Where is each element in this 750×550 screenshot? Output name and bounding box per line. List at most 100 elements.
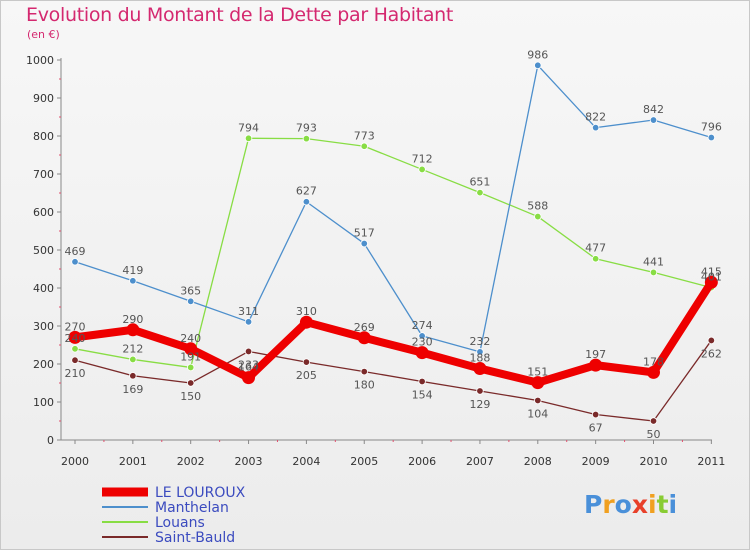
y-tick-label: 300 bbox=[33, 320, 54, 333]
data-point bbox=[649, 268, 658, 277]
data-point bbox=[476, 348, 484, 356]
data-point bbox=[418, 165, 426, 174]
data-point bbox=[244, 318, 253, 326]
data-label: 773 bbox=[354, 129, 375, 142]
y-tick-label: 900 bbox=[33, 92, 54, 105]
data-label: 311 bbox=[238, 305, 259, 318]
x-tick-label: 2000 bbox=[61, 455, 89, 468]
y-tick-label: 100 bbox=[33, 396, 54, 409]
x-tick-label: 2005 bbox=[350, 455, 378, 468]
data-point bbox=[531, 376, 545, 390]
data-point bbox=[302, 358, 311, 366]
data-label: 415 bbox=[701, 265, 722, 278]
data-label: 197 bbox=[585, 348, 606, 361]
data-label: 67 bbox=[589, 422, 603, 435]
data-label: 269 bbox=[354, 321, 375, 334]
data-label: 469 bbox=[65, 245, 86, 258]
data-point bbox=[589, 358, 603, 372]
data-point bbox=[71, 356, 79, 364]
data-label: 793 bbox=[296, 122, 317, 135]
data-label: 232 bbox=[469, 335, 490, 348]
data-point bbox=[360, 367, 368, 376]
legend-label: Manthelan bbox=[155, 500, 229, 516]
data-point bbox=[184, 342, 198, 356]
data-point bbox=[129, 355, 137, 364]
data-point bbox=[476, 387, 484, 395]
data-point bbox=[534, 396, 542, 405]
data-point bbox=[186, 297, 195, 305]
series-line-louans bbox=[74, 137, 712, 369]
data-label: 712 bbox=[412, 152, 433, 165]
data-point bbox=[242, 371, 256, 385]
data-point bbox=[473, 362, 487, 376]
data-label: 151 bbox=[527, 366, 548, 379]
logo-letter: t bbox=[656, 490, 669, 519]
x-tick-label: 2003 bbox=[235, 455, 263, 468]
y-tick-label: 600 bbox=[33, 206, 54, 219]
logo-letter: o bbox=[614, 490, 632, 519]
data-label: 310 bbox=[296, 305, 317, 318]
x-tick-label: 2001 bbox=[119, 455, 147, 468]
data-point bbox=[186, 379, 195, 387]
data-label: 154 bbox=[412, 388, 433, 401]
data-label: 441 bbox=[643, 255, 664, 268]
data-label: 104 bbox=[527, 407, 548, 420]
logo-letter: x bbox=[631, 490, 648, 519]
data-point bbox=[126, 323, 140, 337]
y-tick-label: 400 bbox=[33, 282, 54, 295]
data-point bbox=[357, 331, 371, 345]
data-point bbox=[302, 134, 311, 143]
data-label: 477 bbox=[585, 242, 606, 255]
data-label: 419 bbox=[122, 264, 143, 277]
data-label: 169 bbox=[122, 383, 143, 396]
data-label: 240 bbox=[65, 332, 86, 345]
data-label: 178 bbox=[643, 355, 664, 368]
x-tick-label: 2006 bbox=[408, 455, 436, 468]
legend-label: Louans bbox=[155, 515, 205, 531]
data-label: 274 bbox=[412, 319, 433, 332]
data-label: 588 bbox=[527, 200, 548, 213]
y-tick-label: 700 bbox=[33, 168, 54, 181]
proxiti-logo: Proxiti bbox=[584, 490, 677, 519]
logo-letter: i bbox=[648, 490, 657, 519]
data-point bbox=[299, 315, 313, 329]
data-point bbox=[302, 198, 311, 206]
data-label: 50 bbox=[647, 428, 661, 441]
data-point bbox=[418, 377, 426, 386]
y-tick-label: 200 bbox=[33, 358, 54, 371]
series-line-le-louroux bbox=[71, 278, 716, 387]
data-point bbox=[591, 255, 600, 263]
data-label: 986 bbox=[527, 48, 548, 61]
data-point bbox=[534, 61, 542, 70]
data-point bbox=[415, 346, 429, 360]
data-point bbox=[647, 365, 660, 379]
data-label: 129 bbox=[469, 398, 490, 411]
data-point bbox=[704, 275, 718, 289]
data-point bbox=[707, 336, 716, 345]
data-label: 191 bbox=[180, 350, 201, 363]
data-point bbox=[649, 417, 658, 425]
data-point bbox=[129, 277, 137, 285]
data-label: 517 bbox=[354, 227, 375, 240]
data-label: 270 bbox=[65, 320, 86, 333]
logo-letter: i bbox=[668, 490, 678, 519]
data-label: 180 bbox=[354, 379, 375, 392]
data-label: 627 bbox=[296, 185, 317, 198]
data-label: 796 bbox=[701, 121, 722, 134]
data-label: 210 bbox=[65, 367, 86, 380]
logo-letter: P bbox=[584, 490, 603, 519]
data-label: 794 bbox=[238, 121, 259, 134]
y-tick-label: 800 bbox=[33, 130, 54, 143]
legend-label: Saint-Bauld bbox=[155, 530, 235, 546]
data-label: 212 bbox=[122, 342, 143, 355]
data-point bbox=[71, 345, 79, 353]
chart-title: Evolution du Montant de la Dette par Hab… bbox=[26, 4, 454, 26]
x-tick-label: 2008 bbox=[524, 455, 552, 468]
data-point bbox=[534, 212, 542, 221]
x-tick-label: 2007 bbox=[466, 455, 494, 468]
y-tick-label: 500 bbox=[33, 244, 54, 257]
data-point bbox=[186, 363, 195, 372]
data-label: 365 bbox=[180, 284, 201, 297]
